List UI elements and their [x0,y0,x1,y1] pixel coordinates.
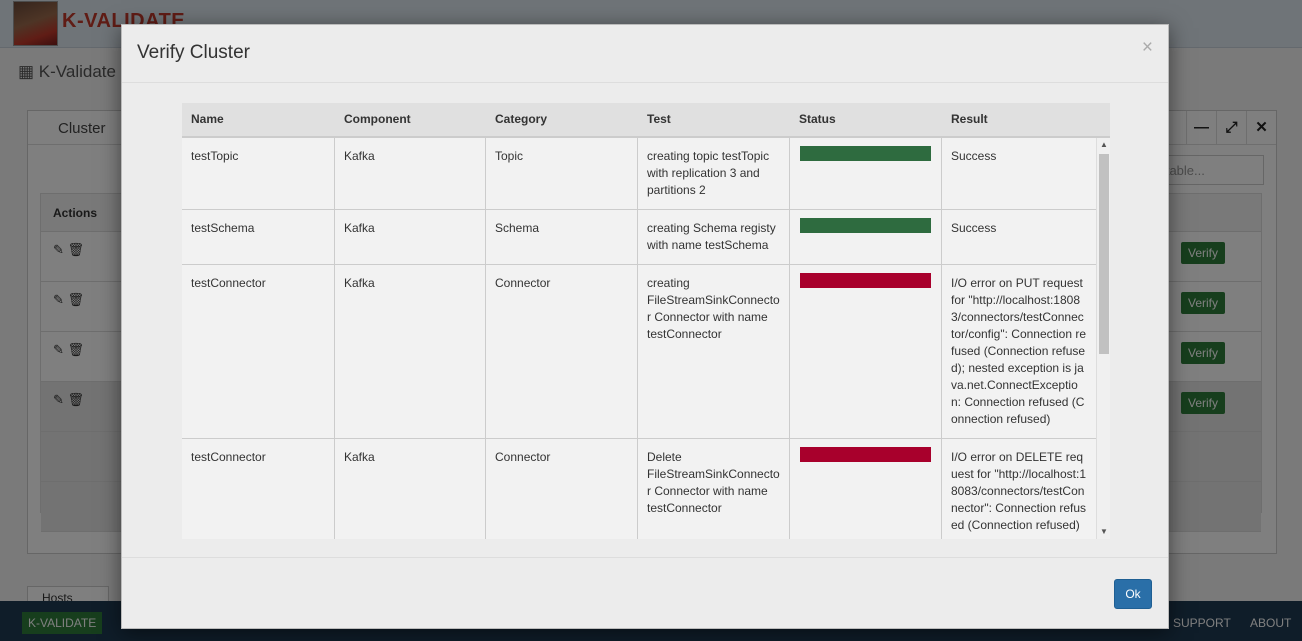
component-cell: Kafka [335,138,486,209]
results-table-header: Name Component Category Test Status Result [182,103,1110,138]
test-cell: creating Schema registy with name testSc… [638,210,790,264]
status-cell [790,439,942,539]
category-cell: Topic [486,138,638,209]
close-icon[interactable]: × [1141,37,1153,58]
result-cell: Success [951,149,997,163]
column-header[interactable]: Component [344,112,411,126]
table-row: testConnector Kafka Connector Delete FileSt… [182,439,1096,539]
table-row: testConnector Kafka Connector creating File… [182,265,1096,439]
column-header[interactable]: Test [647,112,671,126]
name-cell: testTopic [182,138,335,209]
name-cell: testConnector [182,439,335,539]
column-header[interactable]: Name [191,112,224,126]
verify-cluster-modal: Verify Cluster × Name Component Category Te… [121,24,1169,629]
test-cell: creating topic testTopic with replicatio… [638,138,790,209]
scroll-down-arrow-icon[interactable]: ▼ [1100,527,1108,536]
modal-title: Verify Cluster [137,42,250,63]
result-cell: Success [951,221,997,235]
modal-body: Name Component Category Test Status Result te… [182,103,1110,539]
column-header[interactable]: Result [951,112,988,126]
status-cell [790,265,942,438]
status-bar [800,273,931,288]
vertical-scrollbar[interactable]: ▲ ▼ [1096,138,1110,539]
scrollbar-thumb[interactable] [1099,154,1109,354]
name-cell: testSchema [182,210,335,264]
status-bar [800,146,931,161]
ok-button[interactable]: Ok [1114,579,1152,609]
test-cell: creating FileStreamSinkConnector Connect… [638,265,790,438]
component-cell: Kafka [335,439,486,539]
status-bar [800,218,931,233]
category-cell: Schema [486,210,638,264]
status-cell [790,138,942,209]
results-table-body: testTopic Kafka Topic creating topic testTo… [182,138,1096,539]
scroll-up-arrow-icon[interactable]: ▲ [1100,140,1108,149]
results-table-scroll-area[interactable]: testTopic Kafka Topic creating topic testTo… [182,138,1110,539]
modal-header: Verify Cluster × [122,25,1168,83]
status-bar [800,447,931,462]
column-header[interactable]: Status [799,112,836,126]
result-cell: I/O error on DELETE request for "http://… [951,450,1086,532]
name-cell: testConnector [182,265,335,438]
column-header[interactable]: Category [495,112,548,126]
table-row: testSchema Kafka Schema creating Schema reg… [182,210,1096,265]
table-row: testTopic Kafka Topic creating topic testTo… [182,138,1096,210]
component-cell: Kafka [335,265,486,438]
result-cell: I/O error on PUT request for "http://loc… [951,276,1086,426]
category-cell: Connector [486,265,638,438]
modal-footer: Ok [122,557,1168,629]
category-cell: Connector [486,439,638,539]
status-cell [790,210,942,264]
component-cell: Kafka [335,210,486,264]
test-cell: Delete FileStreamSinkConnector Connector… [638,439,790,539]
